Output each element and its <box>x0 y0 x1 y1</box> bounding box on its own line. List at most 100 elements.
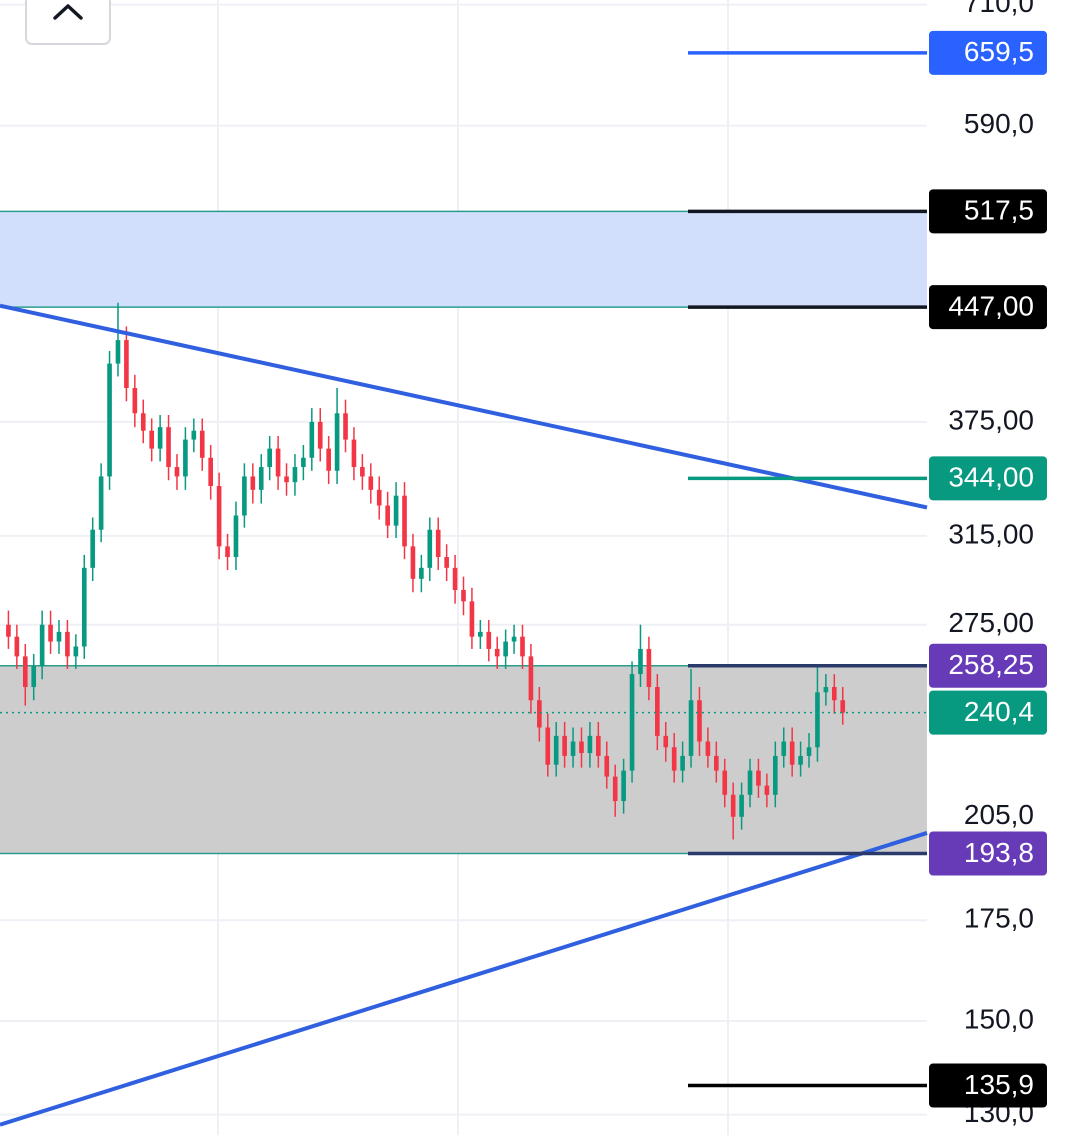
candle-body <box>258 467 264 490</box>
price-label-box <box>929 690 1047 735</box>
candle-body <box>140 413 146 431</box>
candle-body <box>22 656 28 688</box>
candle-body <box>545 727 551 765</box>
candle-body <box>562 735 567 756</box>
price-label: 135,9 <box>964 1069 1034 1100</box>
candle-body <box>368 476 374 490</box>
candle-body <box>326 448 331 471</box>
candle-body <box>292 467 298 483</box>
price-label: 258,25 <box>948 649 1034 680</box>
price-label-box <box>929 1063 1047 1108</box>
price-label-box <box>929 189 1047 234</box>
candle-body <box>452 567 458 590</box>
candle-body <box>48 624 53 642</box>
candle-body <box>469 601 475 637</box>
candle-body <box>798 755 803 765</box>
candle-body <box>317 421 323 449</box>
candle-body <box>183 439 188 477</box>
candle-body <box>494 648 500 657</box>
candle-body <box>596 735 601 756</box>
candle-body <box>697 700 702 742</box>
price-label-box <box>929 643 1047 688</box>
candle-body <box>124 340 129 388</box>
candle-body <box>444 557 449 568</box>
candle-body <box>242 476 247 516</box>
candle-body <box>360 467 365 477</box>
candle-body <box>815 692 820 748</box>
y-tick-label: 175,0 <box>964 903 1034 934</box>
candle-body <box>781 741 787 756</box>
candle-body <box>579 741 584 754</box>
price-label-box <box>929 456 1047 501</box>
candle-body <box>831 687 837 701</box>
zone <box>0 211 927 308</box>
candle-body <box>14 636 20 657</box>
candle-body <box>789 741 795 765</box>
trendline <box>0 831 928 1127</box>
price-label: 240,4 <box>964 696 1034 727</box>
candle-body <box>225 546 230 558</box>
button-frame[interactable] <box>25 0 111 45</box>
y-tick-label: 375,00 <box>948 404 1034 435</box>
candle-body <box>427 529 433 568</box>
candle-body <box>149 430 155 449</box>
candle-body <box>553 735 559 765</box>
candle-body <box>730 794 736 817</box>
candle-body <box>486 631 492 649</box>
candle-body <box>823 687 829 693</box>
candle-body <box>772 755 778 795</box>
candle-body <box>233 515 239 558</box>
candle-body <box>56 631 62 642</box>
candle-body <box>646 648 652 688</box>
candle-body <box>98 476 104 530</box>
candle-body <box>638 648 643 675</box>
candle-body <box>343 413 348 440</box>
candle-body <box>199 430 205 458</box>
candle-body <box>334 413 340 471</box>
candle-body <box>419 567 424 579</box>
candle-body <box>309 421 315 458</box>
candle-body <box>191 430 197 440</box>
candle-body <box>461 589 466 602</box>
candle-body <box>284 476 289 483</box>
collapse-button[interactable] <box>25 0 111 45</box>
candle-body <box>688 700 694 756</box>
candle-body <box>39 624 45 667</box>
candle-body <box>621 770 626 802</box>
candle-body <box>402 495 407 547</box>
candle-body <box>722 770 728 795</box>
candle-body <box>250 476 256 490</box>
candle-body <box>31 666 37 688</box>
y-tick-label: 205,0 <box>964 799 1034 830</box>
candle-body <box>157 427 163 449</box>
candle-body <box>275 448 281 477</box>
price-label: 659,5 <box>964 36 1034 67</box>
candle-body <box>267 448 272 468</box>
candle-body <box>65 631 70 657</box>
y-tick-label: 590,0 <box>964 108 1034 139</box>
candle-body <box>6 624 11 637</box>
candle-body <box>680 755 685 771</box>
candle-body <box>351 439 357 468</box>
candle-body <box>301 457 306 468</box>
chevron-up-icon[interactable] <box>53 4 83 20</box>
y-tick-label: 275,00 <box>948 607 1034 638</box>
candle-body <box>604 755 610 777</box>
candle-body <box>393 495 399 526</box>
candle-body <box>90 529 96 568</box>
candle-body <box>166 427 171 468</box>
candle-body <box>756 770 761 786</box>
candle-body <box>537 700 542 728</box>
candle-body <box>663 735 669 748</box>
candle-body <box>174 467 180 477</box>
candle-body <box>478 631 483 637</box>
zone <box>0 665 927 854</box>
candle-body <box>81 567 87 647</box>
candle-body <box>385 505 390 526</box>
candle-body <box>376 489 382 506</box>
candle-body <box>528 656 534 701</box>
price-label: 447,00 <box>948 290 1034 321</box>
price-label: 344,00 <box>948 462 1034 493</box>
candle-body <box>570 741 576 756</box>
